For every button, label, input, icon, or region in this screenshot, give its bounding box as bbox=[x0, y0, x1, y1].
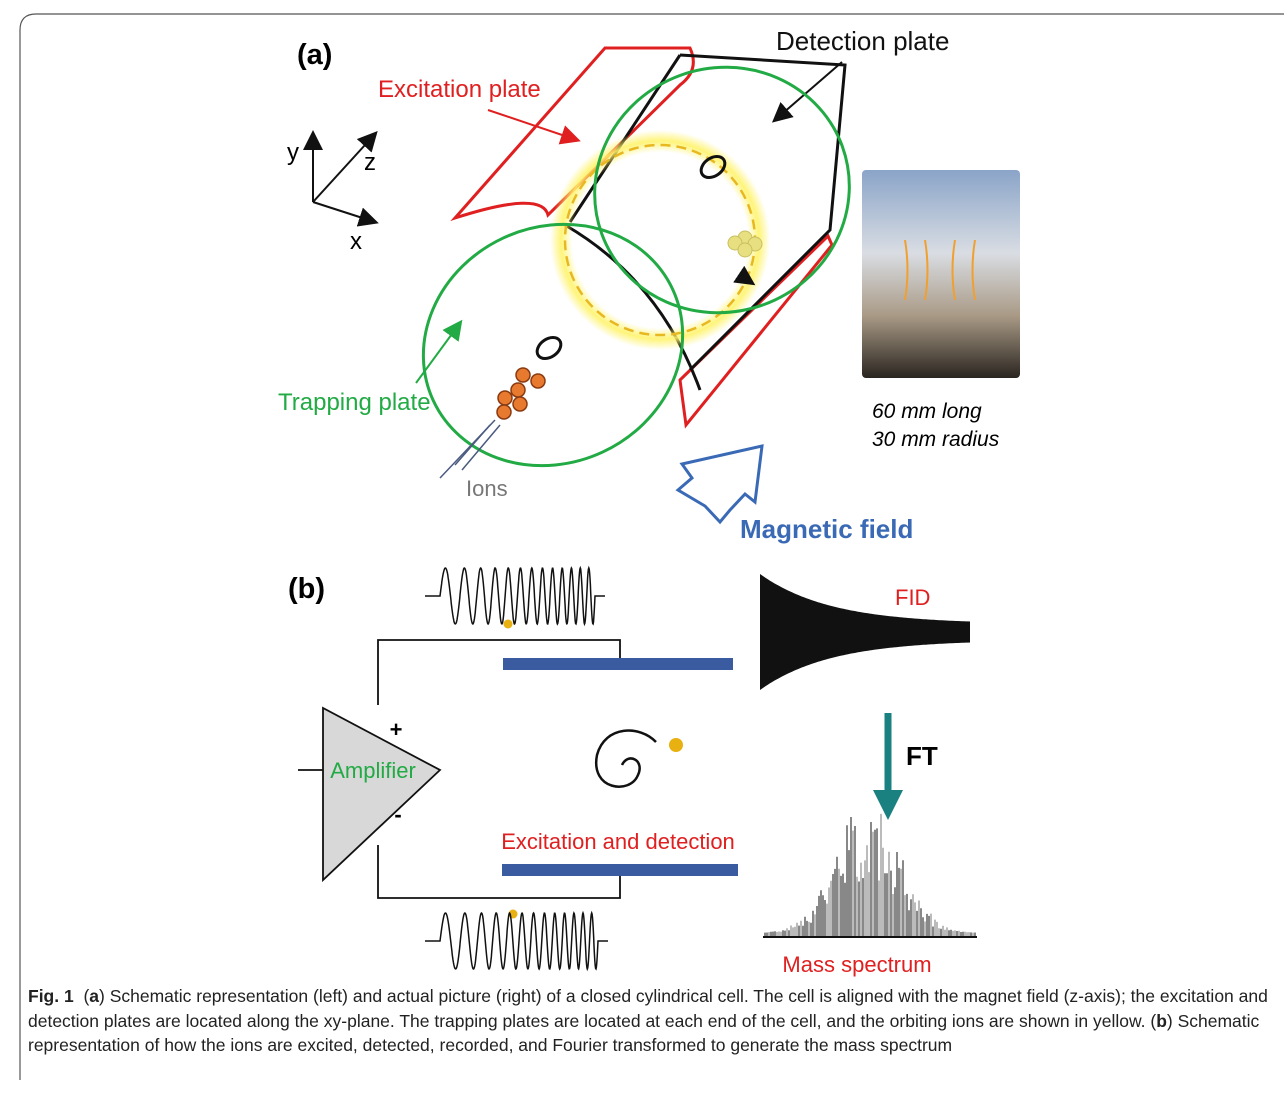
detection-label: Detection plate bbox=[776, 26, 949, 56]
caption-text: ) Schematic representation (left) and ac… bbox=[28, 986, 1268, 1031]
caption-text: a bbox=[89, 986, 99, 1006]
waveform bbox=[425, 913, 608, 969]
panel-label: (a) bbox=[297, 39, 332, 71]
panel-label: (b) bbox=[288, 573, 325, 605]
ion-dot bbox=[504, 620, 513, 629]
cell-photo bbox=[862, 170, 1020, 378]
photo-caption: 60 mm long bbox=[872, 400, 982, 423]
field-label: Magnetic field bbox=[740, 514, 913, 544]
page: (a) Detection plate Excitation plate y z… bbox=[0, 0, 1284, 1094]
excitation-label: Excitation plate bbox=[378, 76, 541, 103]
excitation-detection-label: Excitation and detection bbox=[501, 829, 735, 854]
fid-signal bbox=[760, 574, 970, 690]
photo-caption: 30 mm radius bbox=[872, 428, 1000, 451]
caption: Fig. 1 (a) Schematic representation (lef… bbox=[28, 984, 1268, 1058]
ft-arrow-head bbox=[873, 790, 903, 820]
ion-dot bbox=[669, 738, 683, 752]
axis-label: z bbox=[364, 149, 376, 176]
fid-label: FID bbox=[895, 585, 930, 610]
figure: (a) Detection plate Excitation plate y z… bbox=[0, 0, 1284, 1094]
plate bbox=[502, 864, 738, 876]
spectrum-label: Mass spectrum bbox=[782, 952, 931, 977]
plus: + bbox=[390, 717, 403, 742]
ions-label: Ions bbox=[466, 476, 508, 501]
ions bbox=[497, 368, 545, 419]
caption-label: Fig. 1 bbox=[28, 986, 74, 1006]
field-arrow bbox=[678, 446, 762, 522]
amplifier-label: Amplifier bbox=[330, 758, 416, 783]
trapping-label: Trapping plate bbox=[278, 389, 431, 416]
ft-label: FT bbox=[906, 741, 938, 771]
axis-label: y bbox=[287, 139, 299, 166]
axis-label: x bbox=[350, 228, 362, 255]
cylinder bbox=[383, 32, 884, 508]
caption-text: b bbox=[1156, 1011, 1167, 1031]
arrow bbox=[488, 110, 577, 140]
axes-icon bbox=[313, 134, 375, 222]
arrow bbox=[775, 62, 842, 120]
waveform bbox=[425, 568, 605, 624]
ion-trails bbox=[440, 420, 500, 478]
minus: - bbox=[394, 802, 401, 827]
plate bbox=[503, 658, 733, 670]
